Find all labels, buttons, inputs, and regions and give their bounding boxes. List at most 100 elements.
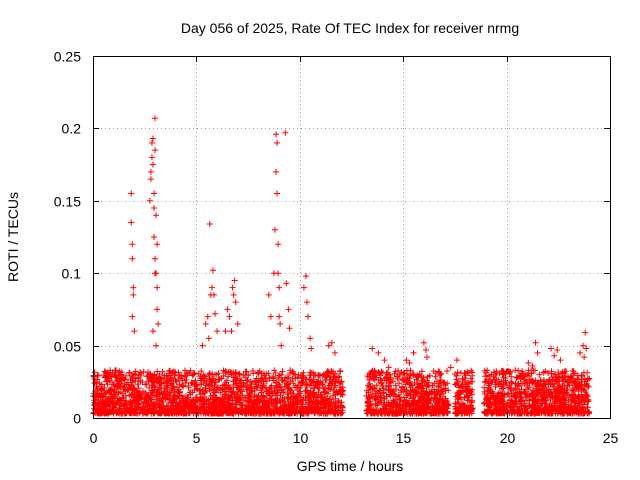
- data-point: [129, 241, 136, 248]
- data-point: [210, 291, 217, 298]
- x-tick-label: 10: [293, 430, 309, 446]
- data-point: [152, 115, 159, 122]
- data-point: [410, 349, 417, 356]
- data-point: [267, 313, 274, 320]
- data-point: [155, 320, 162, 327]
- data-point: [308, 345, 315, 352]
- y-tick-label: 0.1: [62, 266, 82, 282]
- data-point: [199, 342, 206, 349]
- data-point: [129, 313, 136, 320]
- x-tick-labels: 0 5 10 15 20 25: [90, 430, 619, 446]
- data-point: [152, 255, 159, 262]
- data-point: [385, 364, 392, 371]
- baseline-cloud: [90, 367, 593, 417]
- data-point: [581, 354, 588, 361]
- data-point: [300, 284, 307, 291]
- data-point: [305, 313, 312, 320]
- data-point: [131, 328, 138, 335]
- data-point: [331, 349, 338, 356]
- data-point: [525, 359, 532, 366]
- x-tick-label: 5: [193, 430, 201, 446]
- data-point: [403, 357, 410, 364]
- data-point: [375, 349, 382, 356]
- data-point: [271, 226, 278, 233]
- data-point: [205, 335, 212, 342]
- ticks: [93, 56, 611, 419]
- data-point: [224, 306, 231, 313]
- data-point: [149, 161, 156, 168]
- data-point: [153, 212, 160, 219]
- data-point: [328, 339, 335, 346]
- data-point: [154, 306, 161, 313]
- data-point: [532, 339, 539, 346]
- y-tick-label: 0.15: [54, 194, 81, 210]
- data-point: [369, 345, 376, 352]
- data-point: [583, 345, 590, 352]
- data-point: [274, 139, 281, 146]
- baseline-points: [90, 367, 593, 417]
- data-point: [551, 352, 558, 359]
- data-point: [130, 291, 137, 298]
- data-point: [283, 280, 290, 287]
- x-tick-label: 20: [500, 430, 516, 446]
- data-point: [234, 320, 241, 327]
- data-point: [206, 220, 213, 227]
- chart-title: Day 056 of 2025, Rate Of TEC Index for r…: [181, 20, 519, 36]
- data-point: [534, 349, 541, 356]
- data-point: [202, 320, 209, 327]
- data-point: [151, 234, 158, 240]
- data-point: [274, 190, 281, 197]
- data-point: [275, 270, 282, 277]
- data-point: [325, 342, 332, 349]
- data-point: [277, 320, 284, 327]
- data-point: [285, 306, 292, 313]
- data-point: [151, 205, 158, 212]
- y-tick-label: 0.25: [54, 49, 81, 65]
- data-point: [303, 273, 310, 280]
- data-point: [275, 241, 282, 248]
- data-point: [282, 129, 289, 136]
- data-point: [146, 197, 153, 204]
- data-point: [423, 354, 430, 361]
- data-point: [420, 339, 427, 346]
- data-point: [232, 299, 239, 306]
- y-tick-labels: 0 0.05 0.1 0.15 0.2 0.25: [54, 49, 81, 427]
- data-point: [149, 135, 156, 142]
- data-point: [151, 190, 158, 197]
- data-point: [148, 139, 155, 146]
- y-axis-label: ROTI / TECUs: [5, 192, 21, 282]
- data-point: [153, 342, 160, 349]
- data-point: [152, 147, 159, 154]
- data-point: [580, 342, 587, 349]
- data-point: [529, 362, 536, 369]
- plot-frame: [93, 56, 611, 419]
- data-point: [422, 346, 429, 353]
- data-point: [130, 284, 137, 291]
- data-point: [577, 349, 584, 356]
- data-point: [208, 284, 215, 291]
- data-point: [447, 364, 454, 371]
- data-point: [154, 241, 161, 248]
- data-point: [453, 357, 460, 364]
- data-point: [129, 255, 136, 262]
- data-point: [214, 328, 221, 335]
- data-point: [230, 291, 237, 298]
- x-axis-label: GPS time / hours: [297, 458, 404, 474]
- data-point: [209, 267, 216, 274]
- data-point: [222, 328, 229, 335]
- data-point: [226, 313, 233, 320]
- data-point: [557, 357, 564, 364]
- y-tick-label: 0.05: [54, 339, 81, 355]
- data-point: [228, 328, 235, 335]
- y-tick-label: 0.2: [62, 121, 82, 137]
- data-point: [304, 299, 311, 306]
- data-point: [286, 325, 293, 332]
- data-point: [273, 168, 280, 175]
- data-point: [128, 219, 135, 226]
- data-points: [128, 115, 590, 371]
- data-point: [548, 345, 555, 352]
- y-tick-label: 0: [73, 411, 81, 427]
- data-point: [582, 329, 589, 336]
- data-point: [265, 291, 272, 298]
